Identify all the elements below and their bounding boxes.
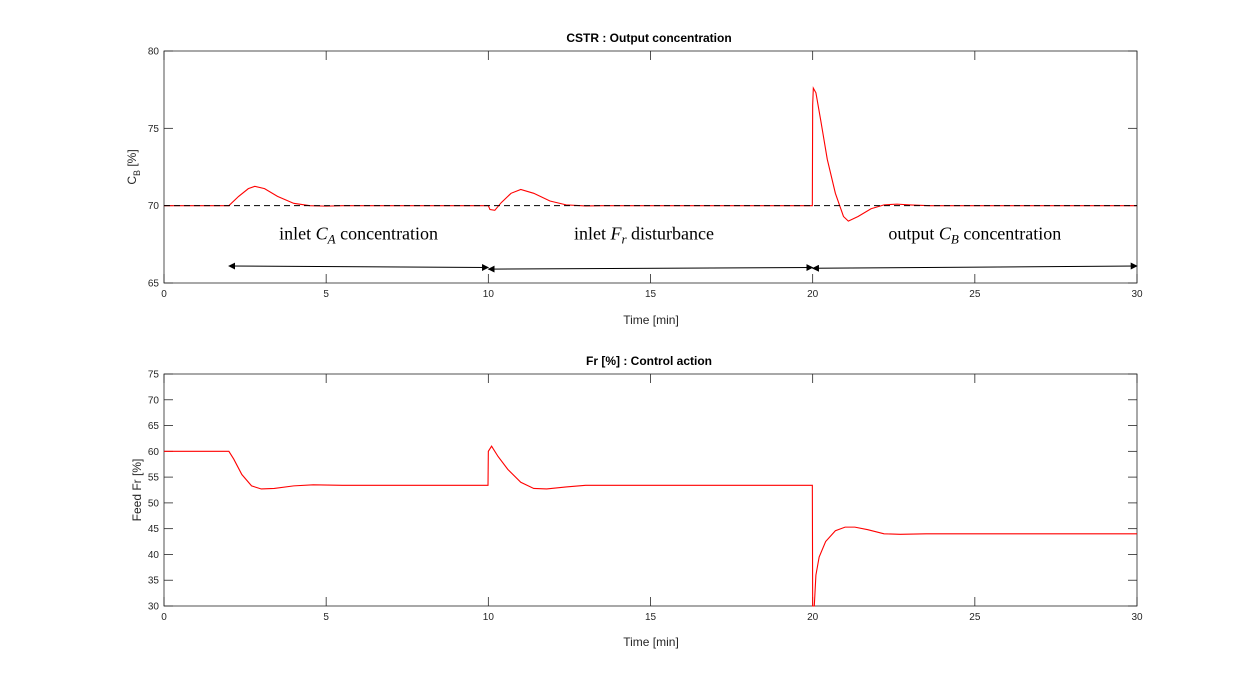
- top-annotations: inlet CA concentration inlet Fr disturban…: [279, 224, 1061, 247]
- bottom-y-tick-label: 30: [148, 602, 160, 613]
- bottom-x-axis-label: Time [min]: [623, 635, 679, 649]
- top-x-tick-label: 0: [161, 289, 167, 300]
- top-annotation: inlet Fr disturbance: [574, 224, 714, 247]
- bottom-y-tick-label: 45: [148, 524, 160, 535]
- top-y-tick-label: 65: [148, 279, 160, 290]
- bottom-y-tick-label: 75: [148, 370, 160, 381]
- annotation-prefix: output: [888, 224, 939, 244]
- bottom-x-tick-label: 0: [161, 612, 167, 623]
- top-x-tick-label: 25: [969, 289, 981, 300]
- svg-text:CB [%]: CB [%]: [125, 149, 142, 184]
- top-arrows: [228, 262, 1138, 273]
- top-y-tick-label: 80: [148, 47, 160, 58]
- annotation-suffix: concentration: [336, 224, 438, 244]
- top-y-axis-label: CB [%]: [125, 149, 142, 184]
- annotation-subscript: A: [327, 232, 336, 247]
- top-x-tick-label: 20: [807, 289, 819, 300]
- bottom-x-tick-label: 20: [807, 612, 819, 623]
- bottom-series-line: [164, 445, 1137, 607]
- top-interval-arrow: [228, 262, 490, 271]
- top-chart-title: CSTR : Output concentration: [566, 31, 731, 45]
- bottom-x-tick-label: 15: [645, 612, 657, 623]
- top-ticks: 0 5 10 15 20 25 30 65 70 75 80: [148, 47, 1143, 301]
- top-x-tick-label: 30: [1131, 289, 1143, 300]
- bottom-plot-area: [163, 373, 1138, 607]
- top-x-tick-label: 5: [323, 289, 329, 300]
- top-y-axis-label-sub: B: [132, 170, 142, 176]
- bottom-x-tick-label: 10: [483, 612, 495, 623]
- top-chart: CSTR : Output concentration 0 5 10 15 20 25 30…: [125, 31, 1143, 327]
- top-interval-arrow: [811, 262, 1138, 272]
- annotation-symbol: C: [316, 224, 329, 244]
- bottom-y-tick-label: 60: [148, 447, 160, 458]
- annotation-subscript: B: [951, 232, 959, 247]
- top-y-axis-label-unit: [%]: [125, 149, 139, 170]
- bottom-y-tick-label: 50: [148, 498, 160, 509]
- top-annotation: output CB concentration: [888, 224, 1061, 247]
- top-x-tick-label: 10: [483, 289, 495, 300]
- bottom-x-tick-label: 30: [1131, 612, 1143, 623]
- annotation-symbol: C: [939, 224, 952, 244]
- annotation-prefix: inlet: [574, 224, 611, 244]
- annotation-symbol: F: [609, 224, 622, 244]
- bottom-y-tick-label: 70: [148, 395, 160, 406]
- top-x-tick-label: 15: [645, 289, 657, 300]
- bottom-x-tick-label: 5: [323, 612, 329, 623]
- top-series-group: [164, 86, 1137, 222]
- bottom-series-group: [164, 445, 1137, 607]
- bottom-y-tick-label: 40: [148, 550, 160, 561]
- annotation-prefix: inlet: [279, 224, 316, 244]
- top-y-tick-label: 75: [148, 124, 160, 135]
- bottom-y-tick-label: 55: [148, 473, 160, 484]
- top-plot-area: [163, 50, 1138, 284]
- bottom-x-tick-label: 25: [969, 612, 981, 623]
- annotation-suffix: disturbance: [627, 224, 714, 244]
- annotation-suffix: concentration: [959, 224, 1061, 244]
- annotation-subscript: r: [621, 232, 627, 247]
- top-x-axis-label: Time [min]: [623, 313, 679, 327]
- top-annotation: inlet CA concentration: [279, 224, 438, 247]
- bottom-chart-title: Fr [%] : Control action: [586, 354, 712, 368]
- bottom-chart: Fr [%] : Control action 0 5 10 15 20 25 30 30 35…: [130, 354, 1143, 649]
- top-y-tick-label: 70: [148, 201, 160, 212]
- bottom-y-axis-label: Feed Fr [%]: [130, 459, 144, 522]
- bottom-y-tick-label: 35: [148, 576, 160, 587]
- bottom-y-tick-label: 65: [148, 421, 160, 432]
- bottom-ticks: 0 5 10 15 20 25 30 30 35 40 45 50 55 60 65 70 75: [148, 370, 1143, 624]
- top-y-axis-label-main: C: [125, 176, 139, 185]
- top-interval-arrow: [487, 264, 814, 273]
